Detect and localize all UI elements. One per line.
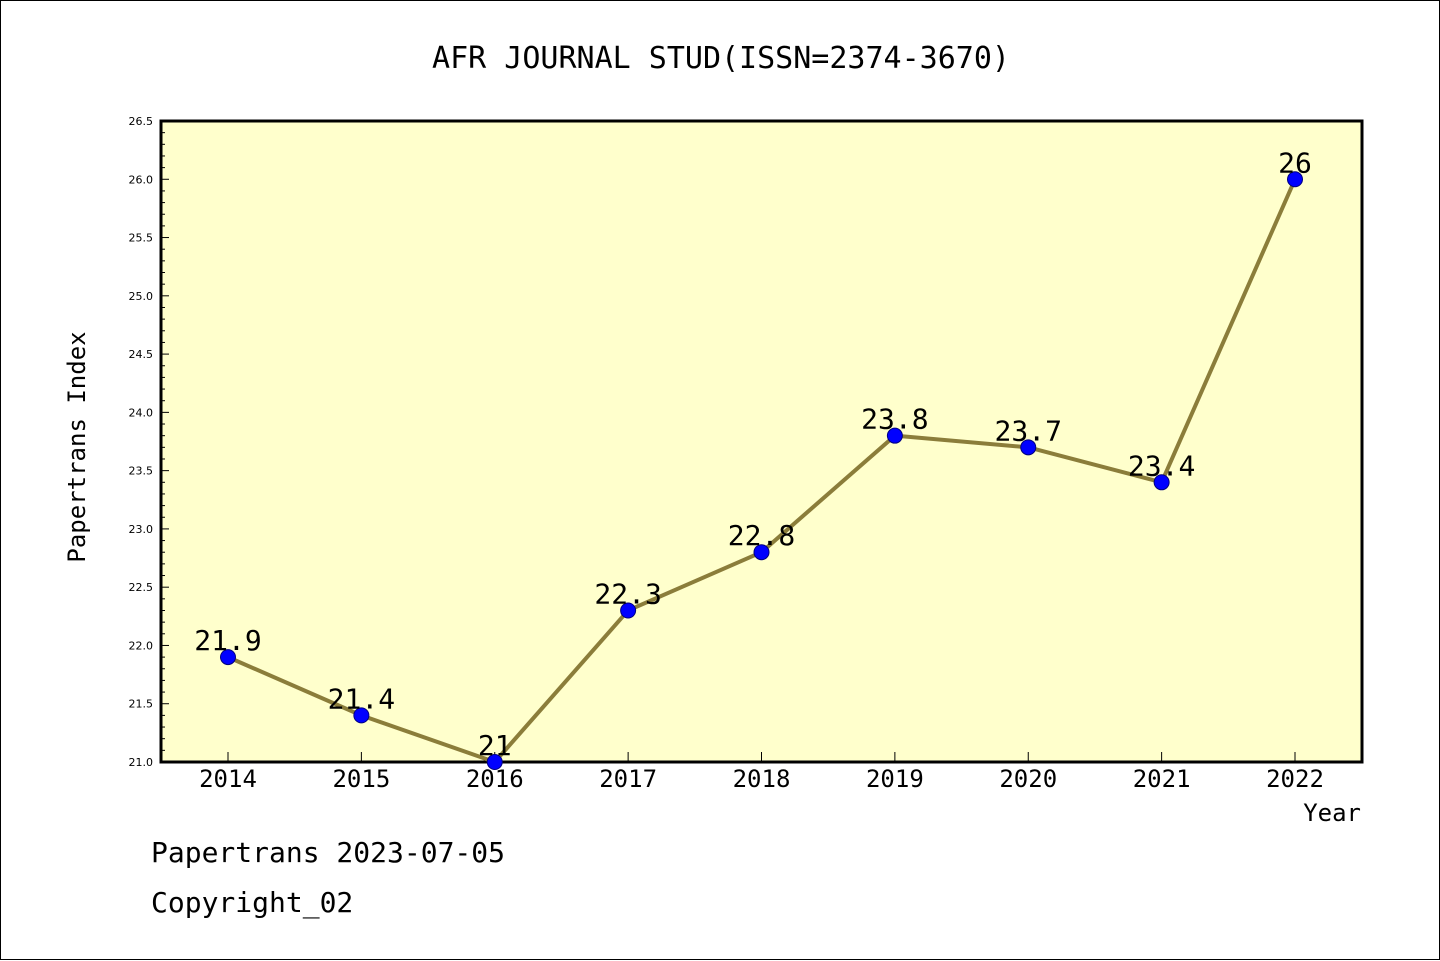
chart-title: AFR JOURNAL STUD(ISSN=2374-3670) — [432, 41, 1010, 76]
x-tick-label: 2021 — [1133, 765, 1191, 793]
x-tick-label: 2017 — [599, 765, 657, 793]
data-label: 23.8 — [861, 403, 928, 436]
y-tick-label: 23.5 — [129, 465, 154, 478]
y-tick-label: 25.0 — [129, 290, 154, 303]
data-label: 22.8 — [728, 519, 795, 552]
data-point — [753, 544, 770, 561]
data-point — [1153, 474, 1170, 491]
data-point — [1287, 171, 1303, 188]
plot-area — [159, 119, 1364, 764]
data-label: 23.7 — [995, 414, 1062, 447]
data-label: 21 — [478, 729, 512, 762]
y-tick-label: 26.5 — [129, 115, 154, 128]
y-tick-label: 24.5 — [129, 348, 154, 361]
data-point — [886, 427, 903, 444]
x-tick-label: 2020 — [999, 765, 1057, 793]
y-tick-label: 21.5 — [129, 698, 154, 711]
data-label: 23.4 — [1128, 449, 1195, 482]
data-label: 21.4 — [328, 682, 395, 715]
x-tick-label: 2015 — [332, 765, 390, 793]
data-label: 26 — [1278, 146, 1312, 179]
data-point — [220, 649, 236, 666]
y-tick-label: 21.0 — [129, 756, 154, 769]
data-point — [620, 602, 637, 619]
x-tick-label: 2022 — [1266, 765, 1324, 793]
data-point — [486, 754, 503, 770]
y-tick-label: 26.0 — [129, 173, 154, 186]
x-tick-label: 2018 — [733, 765, 791, 793]
data-point — [1020, 439, 1037, 456]
data-label: 21.9 — [194, 624, 261, 657]
y-axis: 21.0 21.5 22.0 22.5 23.0 23.5 24.0 24.5 25.0 25.5… — [129, 115, 169, 769]
x-axis: 2014 2015 2016 2017 2018 2019 2020 2021 2022 — [199, 752, 1324, 793]
data-label: 22.3 — [594, 577, 661, 610]
footer-copyright: Copyright_02 — [151, 886, 354, 919]
y-tick-label: 22.5 — [129, 581, 154, 594]
data-point — [353, 707, 370, 724]
footer-date: Papertrans 2023-07-05 — [151, 836, 506, 869]
x-axis-label: Year — [1303, 799, 1361, 827]
y-tick-label: 25.5 — [129, 232, 154, 245]
y-tick-label: 23.0 — [129, 523, 154, 536]
y-tick-label: 22.0 — [129, 639, 154, 652]
y-tick-label: 24.0 — [129, 406, 154, 419]
x-tick-label: 2019 — [866, 765, 924, 793]
series-group: 21.9 21.4 21 22.3 22.8 23.8 23.7 23.4 26 — [194, 146, 1312, 770]
x-tick-label: 2014 — [199, 765, 257, 793]
y-axis-label: Papertrans Index — [63, 331, 91, 562]
